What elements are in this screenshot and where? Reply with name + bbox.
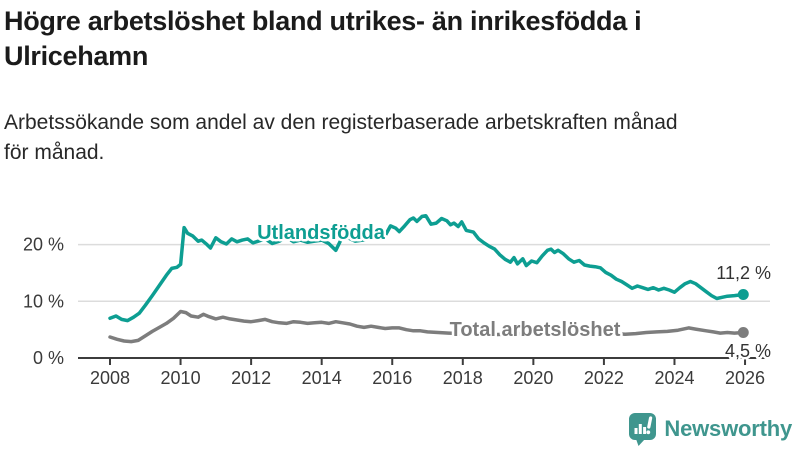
chart-subtitle: Arbetssökande som andel av den registerb… [4,108,796,168]
page-title: Högre arbetslöshet bland utrikes- än inr… [4,4,796,74]
title-line-2: Ulricehamn [4,41,149,71]
bar-1 [634,428,638,434]
end-value-utlandsfodda: 11,2 % [716,263,771,283]
end-value-total: 4,5 % [725,341,771,361]
speech-bubble-bar-chart-icon [629,413,657,446]
y-axis-labels: 0 % 10 % 20 % [23,235,64,368]
subtitle-line-1: Arbetssökande som andel av den registerb… [4,111,678,134]
x-tick-label: 2014 [302,368,342,388]
x-tick-label: 2018 [443,368,483,388]
end-dot-utlandsfodda [737,288,749,300]
unemployment-line-chart: 2008 2010 2012 2014 2016 2018 2020 2022 2024 2026… [23,213,774,388]
x-tick-label: 2016 [372,368,412,388]
bar-3 [643,427,647,434]
x-axis-ticks [109,358,747,365]
x-axis-labels: 2008 2010 2012 2014 2016 2018 2020 2022 2024 2026 [90,368,765,388]
end-dot-total [737,326,749,338]
line-utlandsfodda [108,213,746,323]
series-lines [108,213,749,344]
subtitle-line-2: för månad. [4,141,105,164]
y-tick-label: 0 % [33,348,64,368]
x-tick-label: 2026 [725,368,765,388]
brand-name: Newsworthy [664,416,792,441]
exclamation-stroke [647,416,653,429]
series-label-utlandsfodda: Utlandsfödda [257,222,386,244]
newsworthy-brand: Newsworthy [628,412,792,446]
x-tick-label: 2012 [231,368,271,388]
title-line-1: Högre arbetslöshet bland utrikes- än inr… [4,6,642,36]
y-tick-label: 10 % [23,291,64,311]
x-tick-label: 2020 [513,368,553,388]
series-label-total: Total arbetslöshet [450,319,621,341]
y-tick-label: 20 % [23,235,64,255]
exclamation-dot [646,430,651,435]
x-tick-label: 2010 [161,368,201,388]
bar-2 [639,424,643,434]
x-tick-label: 2024 [654,368,694,388]
line-total [108,309,746,344]
x-tick-label: 2022 [584,368,624,388]
x-tick-label: 2008 [90,368,130,388]
